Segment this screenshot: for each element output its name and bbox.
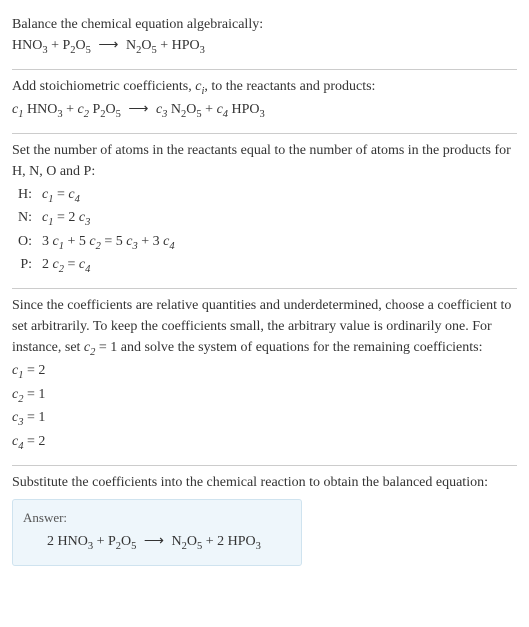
text-intro-1: Balance the chemical equation algebraica…: [12, 14, 517, 35]
species-n2o5: N2O5: [126, 38, 157, 53]
section-add-coeff: Add stoichiometric coefficients, ci, to …: [12, 70, 517, 133]
table-row: N: c1 = 2 c3: [12, 207, 181, 231]
text-intro-2: Add stoichiometric coefficients, ci, to …: [12, 76, 517, 100]
arrow-icon: ⟶: [94, 38, 122, 53]
table-row: O: 3 c1 + 5 c2 = 5 c3 + 3 c4: [12, 231, 181, 255]
species-hpo3: HPO3: [172, 38, 205, 53]
element-label: H:: [12, 184, 42, 208]
equation-cell: c1 = 2 c3: [42, 207, 181, 231]
answer-label: Answer:: [23, 508, 291, 528]
section-atom-balance: Set the number of atoms in the reactants…: [12, 134, 517, 288]
section-answer: Substitute the coefficients into the che…: [12, 466, 517, 576]
section-solve: Since the coefficients are relative quan…: [12, 289, 517, 465]
text-intro-3: Set the number of atoms in the reactants…: [12, 140, 517, 182]
equation-cell: 3 c1 + 5 c2 = 5 c3 + 3 c4: [42, 231, 181, 255]
section-balance-intro: Balance the chemical equation algebraica…: [12, 8, 517, 69]
text-intro-5: Substitute the coefficients into the che…: [12, 472, 517, 493]
atom-balance-table: H: c1 = c4 N: c1 = 2 c3 O: 3 c1 + 5 c2 =…: [12, 184, 181, 278]
arrow-icon: ⟶: [140, 534, 168, 549]
coef-line: c3 = 1: [12, 407, 517, 431]
text-intro-4: Since the coefficients are relative quan…: [12, 295, 517, 361]
equation-cell: 2 c2 = c4: [42, 254, 181, 278]
element-label: O:: [12, 231, 42, 255]
species-p2o5: P2O5: [63, 38, 91, 53]
coef-line: c1 = 2: [12, 360, 517, 384]
equation-balanced: 2 HNO3 + P2O5 ⟶ N2O5 + 2 HPO3: [23, 531, 291, 555]
answer-box: Answer: 2 HNO3 + P2O5 ⟶ N2O5 + 2 HPO3: [12, 499, 302, 566]
coef-line: c2 = 1: [12, 384, 517, 408]
table-row: H: c1 = c4: [12, 184, 181, 208]
equation-unbalanced: HNO3 + P2O5 ⟶ N2O5 + HPO3: [12, 35, 517, 59]
equation-with-coeff: c1 HNO3 + c2 P2O5 ⟶ c3 N2O5 + c4 HPO3: [12, 99, 517, 123]
table-row: P: 2 c2 = c4: [12, 254, 181, 278]
element-label: P:: [12, 254, 42, 278]
element-label: N:: [12, 207, 42, 231]
coef-line: c4 = 2: [12, 431, 517, 455]
species-hno3: HNO3: [12, 38, 48, 53]
arrow-icon: ⟶: [124, 102, 152, 117]
equation-cell: c1 = c4: [42, 184, 181, 208]
